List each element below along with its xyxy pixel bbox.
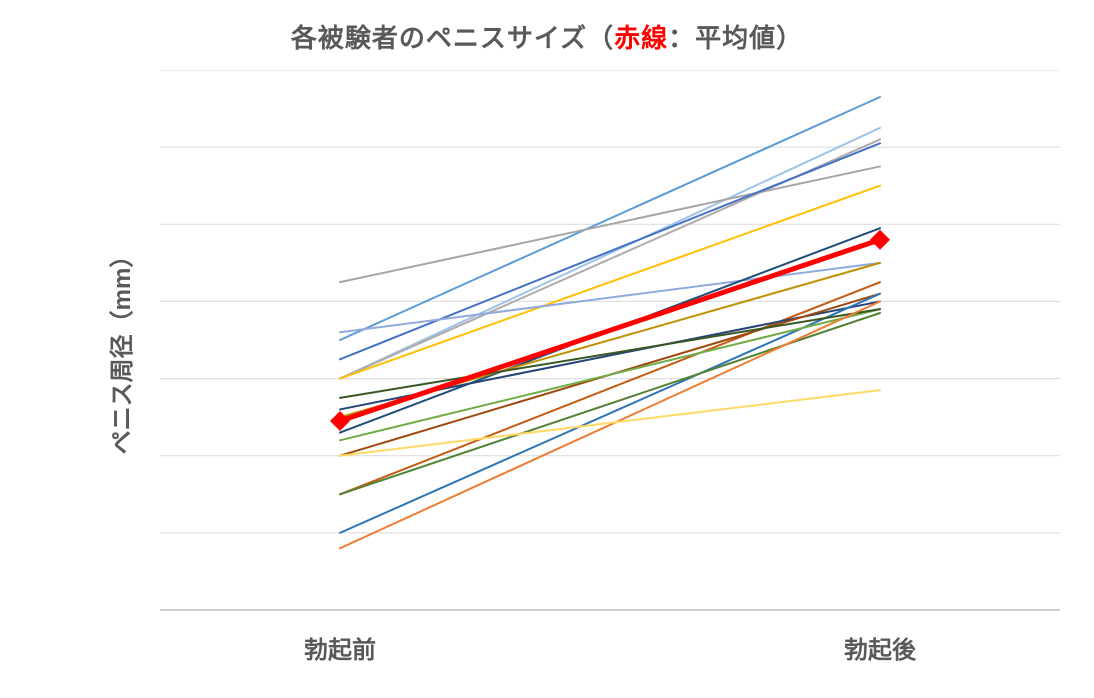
series-line [340, 97, 880, 340]
plot-area: 758595105115125135145勃起前勃起後 [160, 70, 1060, 690]
series-line [340, 301, 880, 548]
x-cat-label: 勃起後 [844, 636, 917, 664]
chart-title: 各被験者のペニスサイズ（赤線：平均値） [0, 18, 1094, 55]
series-line [340, 143, 880, 359]
title-suffix: ：平均値） [668, 23, 803, 53]
series-line [340, 186, 880, 379]
chart-container: 各被験者のペニスサイズ（赤線：平均値） ペニス周径（mm） 7585951051… [0, 0, 1094, 698]
y-axis-label: ペニス周径（mm） [102, 244, 137, 455]
average-marker [330, 411, 350, 431]
title-highlight: 赤線 [614, 23, 668, 53]
series-group [340, 97, 880, 548]
series-line [340, 282, 880, 494]
average-marker [870, 230, 890, 250]
x-cat-label: 勃起前 [304, 636, 376, 664]
x-cat-labels: 勃起前 勃起後 [304, 636, 917, 664]
series-line [340, 390, 880, 456]
title-prefix: 各被験者のペニスサイズ（ [291, 23, 614, 53]
